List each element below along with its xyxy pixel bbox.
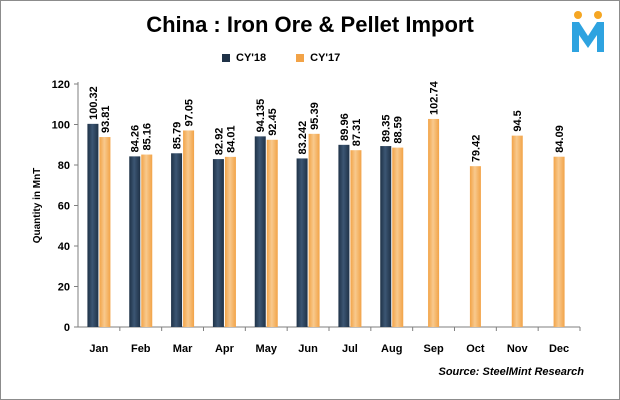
bar-cy17 (141, 154, 153, 327)
data-label-cy18: 82.92 (213, 128, 225, 156)
bar-cy17 (553, 156, 565, 327)
y-tick-label: 80 (58, 160, 70, 172)
bar-cy17 (350, 150, 362, 327)
y-tick-label: 0 (64, 322, 70, 334)
legend-label-cy18: CY'18 (236, 52, 267, 64)
bar-cy18 (380, 146, 392, 327)
bar-cy18 (254, 136, 266, 327)
bar-cy17 (511, 135, 523, 327)
data-label-cy17: 97.05 (184, 99, 196, 127)
x-tick-label: Sep (423, 343, 443, 355)
data-label-cy17: 79.42 (470, 135, 482, 163)
bar-cy18 (87, 123, 99, 328)
x-tick-label: May (256, 343, 278, 355)
bar-cy17 (224, 156, 236, 327)
bar-cy18 (129, 156, 141, 327)
data-label-cy18: 94.135 (255, 99, 267, 133)
data-label-cy17: 94.5 (512, 110, 524, 131)
legend-swatch-cy18 (222, 54, 230, 62)
bar-cy17 (428, 118, 440, 327)
y-tick-label: 20 (58, 282, 70, 294)
y-tick-label: 100 (52, 120, 70, 132)
x-tick-label: Jan (89, 343, 108, 355)
y-tick-label: 60 (58, 201, 70, 213)
bar-cy17 (266, 139, 278, 327)
x-tick-label: Mar (173, 343, 193, 355)
legend-item-cy17: CY'17 (296, 52, 340, 64)
data-label-cy18: 100.32 (88, 86, 100, 120)
data-label-cy17: 93.81 (100, 106, 112, 134)
data-label-cy18: 85.79 (172, 122, 184, 150)
bar-cy18 (212, 159, 224, 327)
steelmint-logo-icon (572, 11, 604, 52)
bar-cy17 (469, 166, 481, 327)
x-tick-label: Jun (298, 343, 318, 355)
x-tick-label: Feb (131, 343, 151, 355)
data-label-cy17: 84.01 (225, 125, 237, 153)
data-label-cy17: 84.09 (554, 125, 566, 153)
bar-cy18 (171, 153, 183, 327)
data-label-cy18: 84.26 (130, 125, 142, 153)
bar-cy18 (296, 158, 308, 327)
data-label-cy17: 88.59 (393, 116, 405, 144)
data-label-cy17: 102.74 (429, 80, 441, 115)
legend-label-cy17: CY'17 (310, 52, 341, 64)
x-tick-label: Oct (466, 343, 485, 355)
data-label-cy17: 92.45 (267, 108, 279, 136)
y-axis-title: Quantity in MnT (32, 168, 43, 244)
data-label-cy17: 85.16 (142, 123, 154, 151)
source-note: Source: SteelMint Research (438, 366, 585, 378)
bar-cy18 (338, 144, 350, 327)
x-tick-label: Jul (342, 343, 358, 355)
chart-title: China : Iron Ore & Pellet Import (146, 12, 474, 37)
data-label-cy18: 89.35 (381, 115, 393, 143)
x-tick-label: Dec (549, 343, 569, 355)
bar-cy17 (99, 137, 111, 327)
x-tick-label: Apr (215, 343, 235, 355)
data-label-cy18: 83.242 (297, 121, 309, 155)
bar-cy17 (392, 147, 404, 327)
data-label-cy17: 87.31 (351, 119, 363, 147)
y-tick-label: 120 (52, 79, 70, 91)
x-tick-label: Aug (381, 343, 402, 355)
x-tick-label: Nov (507, 343, 529, 355)
data-label-cy18: 89.96 (339, 113, 351, 141)
bar-cy17 (308, 133, 320, 327)
legend-swatch-cy17 (296, 54, 305, 62)
y-tick-label: 40 (58, 241, 70, 253)
bar-cy17 (183, 130, 195, 327)
legend-item-cy18: CY'18 (222, 52, 266, 64)
chart-legend: CY'18 CY'17 (222, 52, 370, 64)
data-label-cy17: 95.39 (309, 102, 321, 130)
